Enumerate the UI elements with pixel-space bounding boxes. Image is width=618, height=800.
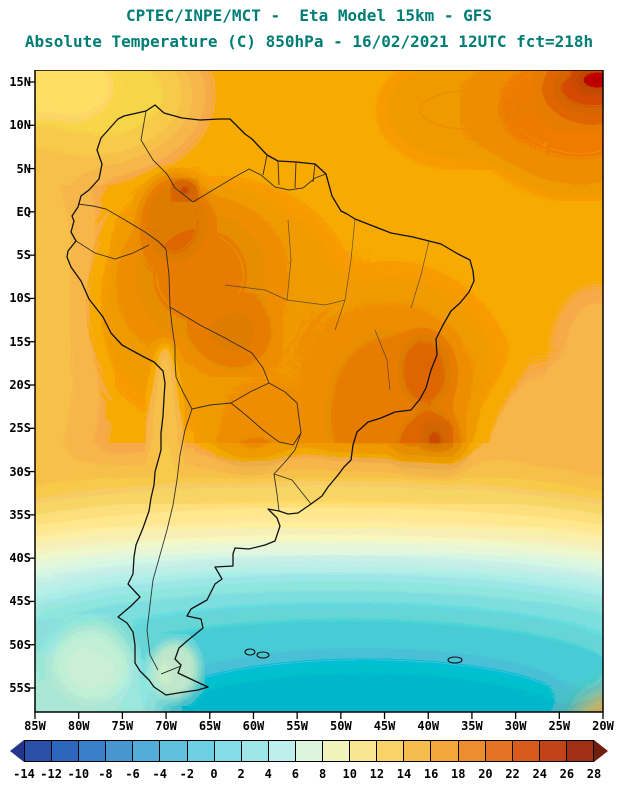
lon-label-80W: 80W	[67, 719, 90, 733]
colorbar-segment	[512, 740, 540, 762]
colorbar-tick-label: 4	[264, 767, 272, 781]
colorbar-segment	[539, 740, 567, 762]
colorbar-tick-label: -2	[179, 767, 195, 781]
colorbar-tick-label: -6	[125, 767, 140, 781]
colorbar-segment	[323, 740, 351, 762]
colorbar-segment	[404, 740, 432, 762]
colorbar-tick-label: 16	[423, 767, 439, 781]
colorbar-segment	[458, 740, 486, 762]
lat-label-5N: 5N	[16, 161, 31, 176]
temperature-colorbar	[10, 740, 608, 762]
lat-label-15S: 15S	[9, 334, 31, 349]
page-title: CPTEC/INPE/MCT - Eta Model 15km - GFS	[125, 6, 493, 25]
colorbar-tick-label: -10	[67, 767, 90, 781]
islands	[244, 648, 463, 664]
colorbar-segment	[106, 740, 134, 762]
colorbar-tick-label: -4	[152, 767, 167, 781]
colorbar-segment	[24, 740, 53, 762]
colorbar-tick-label: 14	[396, 767, 412, 781]
colorbar-tick-label: 18	[451, 767, 466, 781]
lat-label-15N: 15N	[9, 75, 31, 89]
colorbar-tick-label: 2	[237, 767, 245, 781]
lat-label-55S: 55S	[9, 680, 31, 695]
lon-label-85W: 85W	[24, 719, 46, 733]
colorbar-segment	[214, 740, 242, 762]
lon-label-35W: 35W	[461, 719, 483, 733]
colorbar-segment	[52, 740, 80, 762]
colorbar-tick-label: -12	[40, 767, 62, 781]
colorbar-tick-label: 22	[505, 767, 520, 781]
lat-label-45S: 45S	[9, 594, 31, 609]
colorbar-tick-label: 12	[369, 767, 385, 781]
map-frame	[34, 70, 604, 713]
colorbar-tick-label: 0	[210, 767, 218, 781]
colorbar-cells	[24, 740, 594, 762]
lat-label-5S: 5S	[16, 248, 31, 263]
lon-label-60W: 60W	[242, 719, 265, 733]
colorbar-tick-label: 26	[559, 767, 575, 781]
colorbar-tick-label: -8	[98, 767, 113, 781]
colorbar-tick-label: 24	[532, 767, 547, 781]
colorbar-segment	[187, 740, 215, 762]
colorbar-segment	[377, 740, 405, 762]
lat-label-35S: 35S	[9, 507, 31, 522]
page-subtitle: Absolute Temperature (C) 850hPa - 16/02/…	[24, 32, 594, 51]
lon-label-55W: 55W	[286, 719, 308, 733]
lon-label-25W: 25W	[548, 719, 571, 733]
lon-label-30W: 30W	[504, 719, 527, 733]
lat-label-30S: 30S	[9, 464, 31, 479]
lat-label-25S: 25S	[9, 421, 31, 436]
colorbar-segment	[133, 740, 161, 762]
lat-label-10S: 10S	[9, 291, 31, 306]
colorbar-segment	[485, 740, 513, 762]
magellan-strait	[160, 665, 182, 675]
colorbar-arrow-left	[10, 740, 24, 762]
colorbar-tick-label: 6	[291, 767, 300, 781]
lat-label-EQ: EQ	[16, 204, 31, 219]
colorbar-arrow-right	[594, 740, 608, 762]
lat-label-20S: 20S	[9, 377, 31, 392]
latitude-ticks	[28, 81, 35, 689]
state-borders	[224, 218, 430, 391]
colorbar-segment	[160, 740, 188, 762]
lon-label-65W: 65W	[198, 719, 221, 733]
temperature-map	[28, 70, 604, 719]
lon-label-20W: 20W	[592, 719, 614, 733]
lon-label-50W: 50W	[330, 719, 352, 733]
country-borders	[75, 110, 327, 671]
colorbar-tick-label: 10	[342, 767, 357, 781]
lon-label-75W: 75W	[111, 719, 134, 733]
lon-label-45W: 45W	[373, 719, 396, 733]
colorbar-segment	[295, 740, 324, 762]
colorbar-segment	[431, 740, 459, 762]
colorbar-segment	[350, 740, 378, 762]
colorbar-tick-label: -14	[13, 767, 35, 781]
lat-label-50S: 50S	[9, 637, 31, 652]
colorbar-tick-label: 8	[318, 767, 327, 781]
south-america-coastline	[66, 104, 475, 696]
longitude-ticks	[34, 712, 604, 719]
lon-label-40W: 40W	[417, 719, 440, 733]
colorbar-tick-label: 28	[586, 767, 602, 781]
colorbar-segment	[268, 740, 296, 762]
lon-label-70W: 70W	[155, 719, 177, 733]
colorbar-segment	[241, 740, 269, 762]
lat-label-10N: 10N	[9, 118, 31, 133]
colorbar-segment	[79, 740, 107, 762]
lat-label-40S: 40S	[9, 551, 31, 566]
colorbar-tick-label: 20	[478, 767, 493, 781]
colorbar-segment	[566, 740, 594, 762]
